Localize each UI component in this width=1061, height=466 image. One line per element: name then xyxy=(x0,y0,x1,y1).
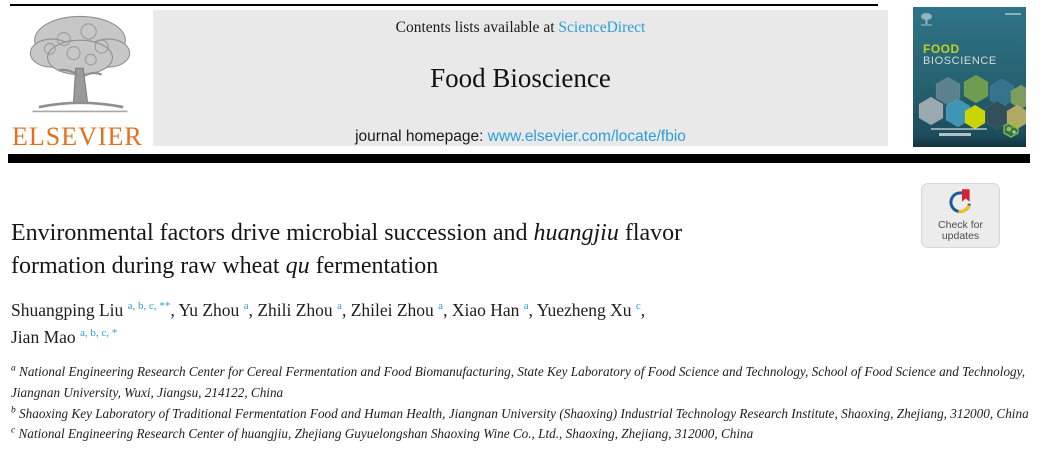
author-affiliation-sup[interactable]: a, b, c, * xyxy=(80,327,118,340)
separator-bar xyxy=(8,154,1030,163)
author-name: Zhilei Zhou xyxy=(350,300,439,320)
author-name: Zhili Zhou xyxy=(257,300,338,320)
journal-title: Food Bioscience xyxy=(430,63,611,93)
title-italic-term: huangjiu xyxy=(533,220,619,246)
affiliation-text: Shaoxing Key Laboratory of Traditional F… xyxy=(15,405,1029,421)
author-affiliation-sup[interactable]: a xyxy=(438,300,444,313)
author-name: Xiao Han xyxy=(451,300,524,320)
affiliation-item: c National Engineering Research Center o… xyxy=(11,424,1055,445)
top-rule xyxy=(10,4,878,6)
author-separator: , xyxy=(170,300,179,320)
author-line: Shuangping Liu a, b, c, **, Yu Zhou a, Z… xyxy=(11,297,891,351)
check-for-updates-badge[interactable]: Check for updates xyxy=(921,183,1000,248)
author-separator: , xyxy=(640,300,646,320)
contents-prefix: Contents lists available at xyxy=(395,19,559,36)
author-separator: , xyxy=(443,300,452,320)
sciencedirect-link[interactable]: ScienceDirect xyxy=(558,19,646,36)
elsevier-wordmark: ELSEVIER xyxy=(12,122,143,151)
title-text: Environmental factors drive microbial su… xyxy=(11,220,534,246)
elsevier-logo: ELSEVIER xyxy=(12,12,152,150)
affiliation-item: a National Engineering Research Center f… xyxy=(11,362,1055,404)
article-title: Environmental factors drive microbial su… xyxy=(11,217,901,283)
author-name: Jian Mao xyxy=(11,327,81,347)
cover-elsevier-mark-icon xyxy=(921,13,932,26)
badge-text-line1: Check for xyxy=(938,219,983,231)
journal-masthead: Contents lists available at ScienceDirec… xyxy=(153,10,888,146)
author-separator: , xyxy=(248,300,258,320)
title-text: flavor xyxy=(618,220,683,246)
author-name: Yuezheng Xu xyxy=(536,300,636,320)
homepage-line: journal homepage: www.elsevier.com/locat… xyxy=(153,128,888,146)
author-separator: , xyxy=(341,300,351,320)
elsevier-tree-icon xyxy=(29,15,131,113)
author-affiliation-sup[interactable]: a xyxy=(523,300,529,313)
cover-green-emblem-icon xyxy=(1003,121,1019,138)
affiliation-sup: a xyxy=(11,363,16,374)
cover-title-bioscience: BIOSCIENCE xyxy=(923,55,997,67)
affiliation-sup: c xyxy=(11,426,16,436)
title-text: formation during raw wheat xyxy=(11,253,286,279)
cover-footer-text xyxy=(931,128,987,130)
affiliation-sup: b xyxy=(11,405,16,416)
homepage-prefix: journal homepage: xyxy=(355,128,488,145)
affiliation-text: National Engineering Research Center for… xyxy=(11,364,1026,400)
author-name: Shuangping Liu xyxy=(11,300,128,320)
journal-cover-thumbnail: FOOD BIOSCIENCE xyxy=(913,7,1026,147)
cover-issue-text xyxy=(1005,13,1021,15)
cover-title-food: FOOD xyxy=(923,42,960,56)
affiliation-item: b Shaoxing Key Laboratory of Traditional… xyxy=(11,404,1055,425)
affiliation-list: a National Engineering Research Center f… xyxy=(11,362,1055,445)
author-separator: , xyxy=(528,300,537,320)
title-italic-term: qu xyxy=(285,253,310,279)
author-affiliation-sup[interactable]: a, b, c, ** xyxy=(127,300,171,313)
author-affiliation-sup[interactable]: a xyxy=(337,300,342,313)
cover-hexagon-art xyxy=(918,75,1026,130)
affiliation-text: National Engineering Research Center of … xyxy=(15,426,754,442)
crossmark-icon xyxy=(949,189,971,213)
title-text: fermentation xyxy=(309,253,439,279)
badge-text-line2: updates xyxy=(941,230,980,242)
homepage-link[interactable]: www.elsevier.com/locate/fbio xyxy=(487,128,686,145)
author-affiliation-sup[interactable]: a xyxy=(243,300,249,313)
author-affiliation-sup[interactable]: c xyxy=(635,300,641,313)
cover-footer-logo-text xyxy=(939,133,971,136)
contents-line: Contents lists available at ScienceDirec… xyxy=(153,19,888,37)
author-name: Yu Zhou xyxy=(178,300,244,320)
